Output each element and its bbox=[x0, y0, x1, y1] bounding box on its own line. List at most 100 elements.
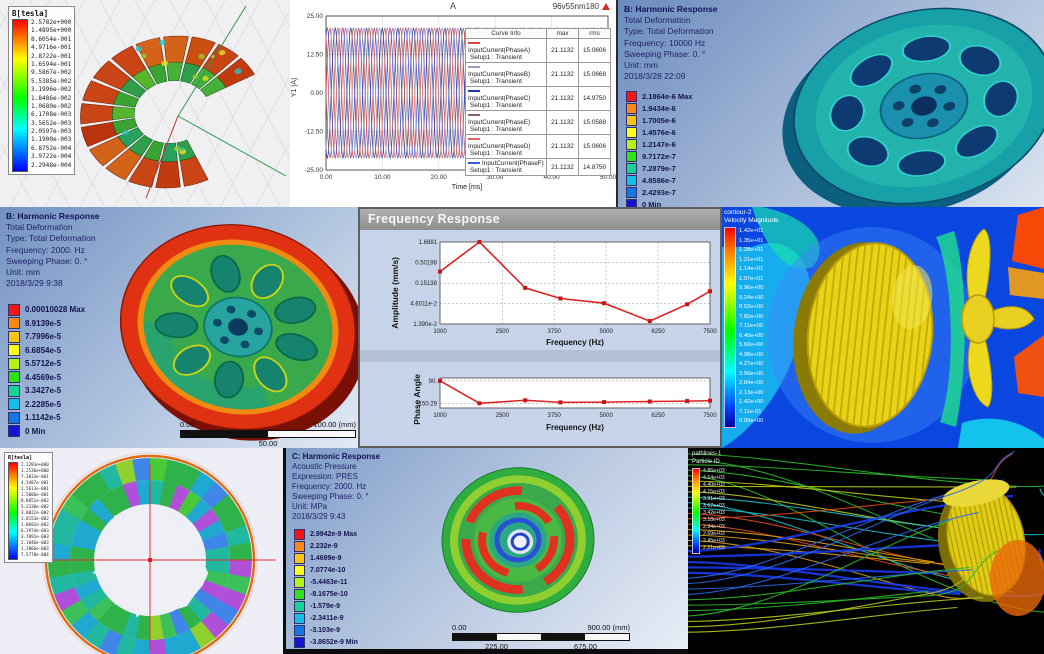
info-line: Expression: PRES bbox=[292, 472, 358, 481]
flux-ring-graphic bbox=[8, 452, 276, 654]
legend-value: 7.0774e-10 bbox=[310, 566, 346, 574]
streamline bbox=[688, 545, 930, 565]
legend-swatch bbox=[294, 540, 305, 552]
legend-row: 2.2285e-5 bbox=[8, 398, 85, 412]
table-row: InputCurrent(PhaseD) Setup1 : Transient 21… bbox=[465, 134, 611, 159]
legend-swatch bbox=[626, 150, 637, 162]
legend-value: 9.24e+00 bbox=[739, 294, 764, 301]
panel-maxwell-ring: B[tesla] 2.1283e+000 1.2536e+000 7.3833e-0… bbox=[0, 448, 283, 654]
svg-text:1.390e-2: 1.390e-2 bbox=[413, 322, 437, 328]
streamline bbox=[688, 512, 979, 595]
legend-value: 0 Min bbox=[642, 199, 662, 208]
streamlines-graphic bbox=[688, 448, 1044, 633]
table-row: InputCurrent(PhaseC) Setup1 : Transient 21… bbox=[465, 86, 611, 111]
legend-value: 3.91e+03 bbox=[703, 496, 725, 502]
legend-value: 1.5086e-001 bbox=[21, 492, 49, 497]
info-line: Unit: mm bbox=[624, 60, 658, 71]
data-point bbox=[708, 398, 712, 403]
legend-value: 4.98e+00 bbox=[739, 351, 764, 358]
legend-value: 9.5867e-002 bbox=[31, 69, 72, 77]
svg-text:-25.00: -25.00 bbox=[305, 167, 324, 174]
table-cell: InputCurrent(PhaseB) Setup1 : Transient bbox=[465, 62, 547, 87]
info-line: Acoustic Pressure bbox=[292, 462, 357, 471]
legend-value: 4.8586e-7 bbox=[642, 175, 676, 185]
legend-swatch bbox=[626, 186, 637, 198]
data-point bbox=[477, 401, 482, 406]
legend-row: 2.232e-9 bbox=[294, 540, 358, 552]
legend-row: 4.4569e-5 bbox=[8, 371, 85, 385]
legend-value: -3.8652e-9 Min bbox=[310, 638, 358, 646]
legend-value: 2.232e-9 bbox=[310, 542, 338, 550]
legend-value: 7.7996e-5 bbox=[25, 332, 62, 342]
table-cell: 15.0606 bbox=[578, 134, 611, 159]
ruler-bar bbox=[452, 633, 630, 641]
design-label-text: 96v55nm180 bbox=[552, 2, 599, 11]
svg-text:1000: 1000 bbox=[433, 329, 447, 335]
legend-value: 1.07e+01 bbox=[739, 275, 764, 282]
legend-swatch bbox=[626, 90, 637, 102]
legend-value: 2.45e+03 bbox=[703, 538, 725, 544]
legend-value: 1.0692e-002 bbox=[21, 522, 49, 527]
legend-swatch bbox=[294, 600, 305, 612]
frequency-response-charts: 1.68810.501980.151384.6011e-21.390e-2100… bbox=[360, 240, 720, 432]
legend-swatch bbox=[294, 636, 305, 648]
legend-swatch bbox=[8, 344, 20, 357]
info-line: B: Harmonic Response bbox=[6, 211, 100, 221]
legend-value: 3.18e+03 bbox=[703, 517, 725, 523]
window-titlebar[interactable]: Frequency Response bbox=[360, 209, 720, 230]
legend-value: 3.67e+03 bbox=[703, 503, 725, 509]
amplitude-axis-label: Amplitude (mm/s) bbox=[390, 257, 400, 329]
legend-value: 1.1900e-003 bbox=[31, 136, 72, 144]
phase-plot: 90. -150.29 1000 2500 3750 5000 6250 7500 Freque… bbox=[417, 377, 717, 432]
svg-text:2500: 2500 bbox=[496, 329, 510, 335]
design-label: 96v55nm180 bbox=[553, 2, 610, 11]
legend-title-line: Particle ID bbox=[692, 458, 720, 465]
legend-row: -3.8652e-9 Min bbox=[294, 636, 358, 648]
ruler-q1: 225.00 bbox=[485, 642, 508, 651]
curve-color-sample bbox=[468, 162, 480, 165]
b-field-legend: B[tesla] 2.1283e+000 1.2536e+000 7.3833e-0… bbox=[4, 452, 53, 563]
legend-row: 7.7996e-5 bbox=[8, 330, 85, 344]
legend-row: 0 Min bbox=[626, 198, 692, 207]
svg-text:3750: 3750 bbox=[548, 413, 562, 419]
legend-value: 1.6594e-001 bbox=[31, 60, 72, 68]
legend-value: -3.103e-9 bbox=[310, 626, 340, 634]
table-cell: 21.1132 bbox=[546, 158, 579, 176]
legend-value: 2.5782e+000 bbox=[31, 19, 72, 26]
legend-row: 2.4293e-7 bbox=[626, 186, 692, 198]
ruler-mid: 50.00 bbox=[258, 439, 278, 448]
legend-value: 7.2879e-7 bbox=[642, 163, 676, 173]
legend-value: 6.1708e-003 bbox=[31, 111, 72, 119]
legend-row: 0.00010028 Max bbox=[8, 303, 85, 317]
data-point bbox=[685, 302, 690, 307]
data-point bbox=[708, 289, 712, 294]
legend-swatch bbox=[626, 102, 637, 114]
legend-value: 4.40e+03 bbox=[703, 482, 725, 488]
legend-row: 0 Min bbox=[8, 425, 85, 439]
svg-text:30.00: 30.00 bbox=[487, 174, 504, 181]
streamline bbox=[688, 480, 977, 505]
table-cell: InputCurrent(PhaseE) Setup1 : Transient bbox=[465, 110, 547, 135]
data-point bbox=[647, 319, 652, 324]
legend-value: 1.2147e-6 bbox=[642, 139, 676, 149]
legend-value: 0 Min bbox=[25, 426, 46, 436]
panel-acoustic-pressure: C: Harmonic Response Acoustic Pressure Exp… bbox=[283, 448, 688, 654]
legend-value: 5.69e+00 bbox=[739, 342, 764, 348]
legend-swatch bbox=[8, 330, 20, 343]
streamline bbox=[688, 519, 951, 617]
legend-value: 1.4895e+000 bbox=[31, 27, 72, 35]
legend-row: 3.3427e-5 bbox=[8, 384, 85, 398]
motor-segment-graphic bbox=[80, 5, 287, 199]
table-cell: 15.0588 bbox=[578, 110, 611, 135]
phase-axis-label: Phase Angle bbox=[412, 374, 422, 425]
legend-value: 2.4293e-7 bbox=[642, 187, 676, 197]
table-cell: 21.1132 bbox=[546, 38, 579, 63]
panel-maxwell-motor-segment: B[tesla] 2.5782e+000 1.4895e+000 8.6054e-0… bbox=[0, 0, 290, 207]
panel-pathlines: pathlines-1 Particle ID 4.86e+03 4.64e+03 4… bbox=[688, 448, 1044, 654]
legend-swatch bbox=[8, 411, 20, 424]
legend-swatch bbox=[8, 371, 20, 384]
svg-text:0.00: 0.00 bbox=[320, 174, 333, 181]
legend-value: 6.6854e-5 bbox=[25, 345, 62, 355]
legend-value: 3.56e+00 bbox=[739, 370, 764, 377]
